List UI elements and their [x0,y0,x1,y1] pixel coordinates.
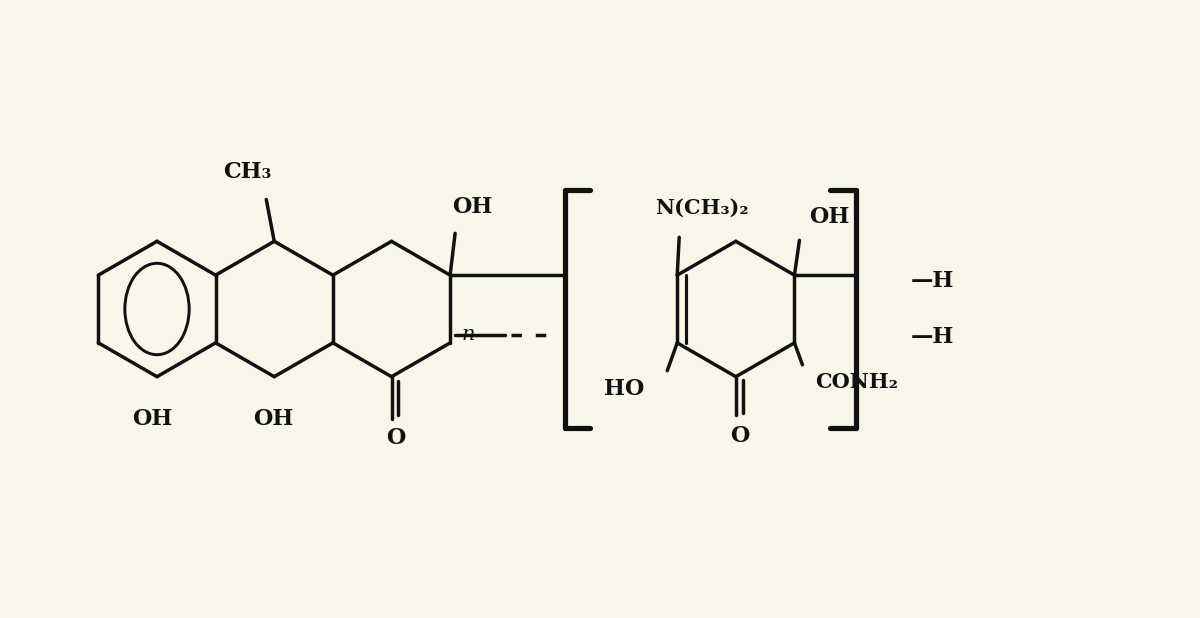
Text: N(CH₃)₂: N(CH₃)₂ [655,198,749,218]
Text: OH: OH [253,407,294,430]
Text: n: n [461,326,475,344]
Text: OH: OH [809,206,850,229]
Text: HO: HO [605,378,644,400]
Text: CONH₂: CONH₂ [815,371,898,392]
Text: OH: OH [452,197,492,218]
Text: CH₃: CH₃ [223,161,271,183]
Text: O: O [385,428,406,449]
Text: —H: —H [911,326,954,348]
Text: —H: —H [911,270,954,292]
Text: O: O [730,425,750,447]
Text: OH: OH [132,407,173,430]
